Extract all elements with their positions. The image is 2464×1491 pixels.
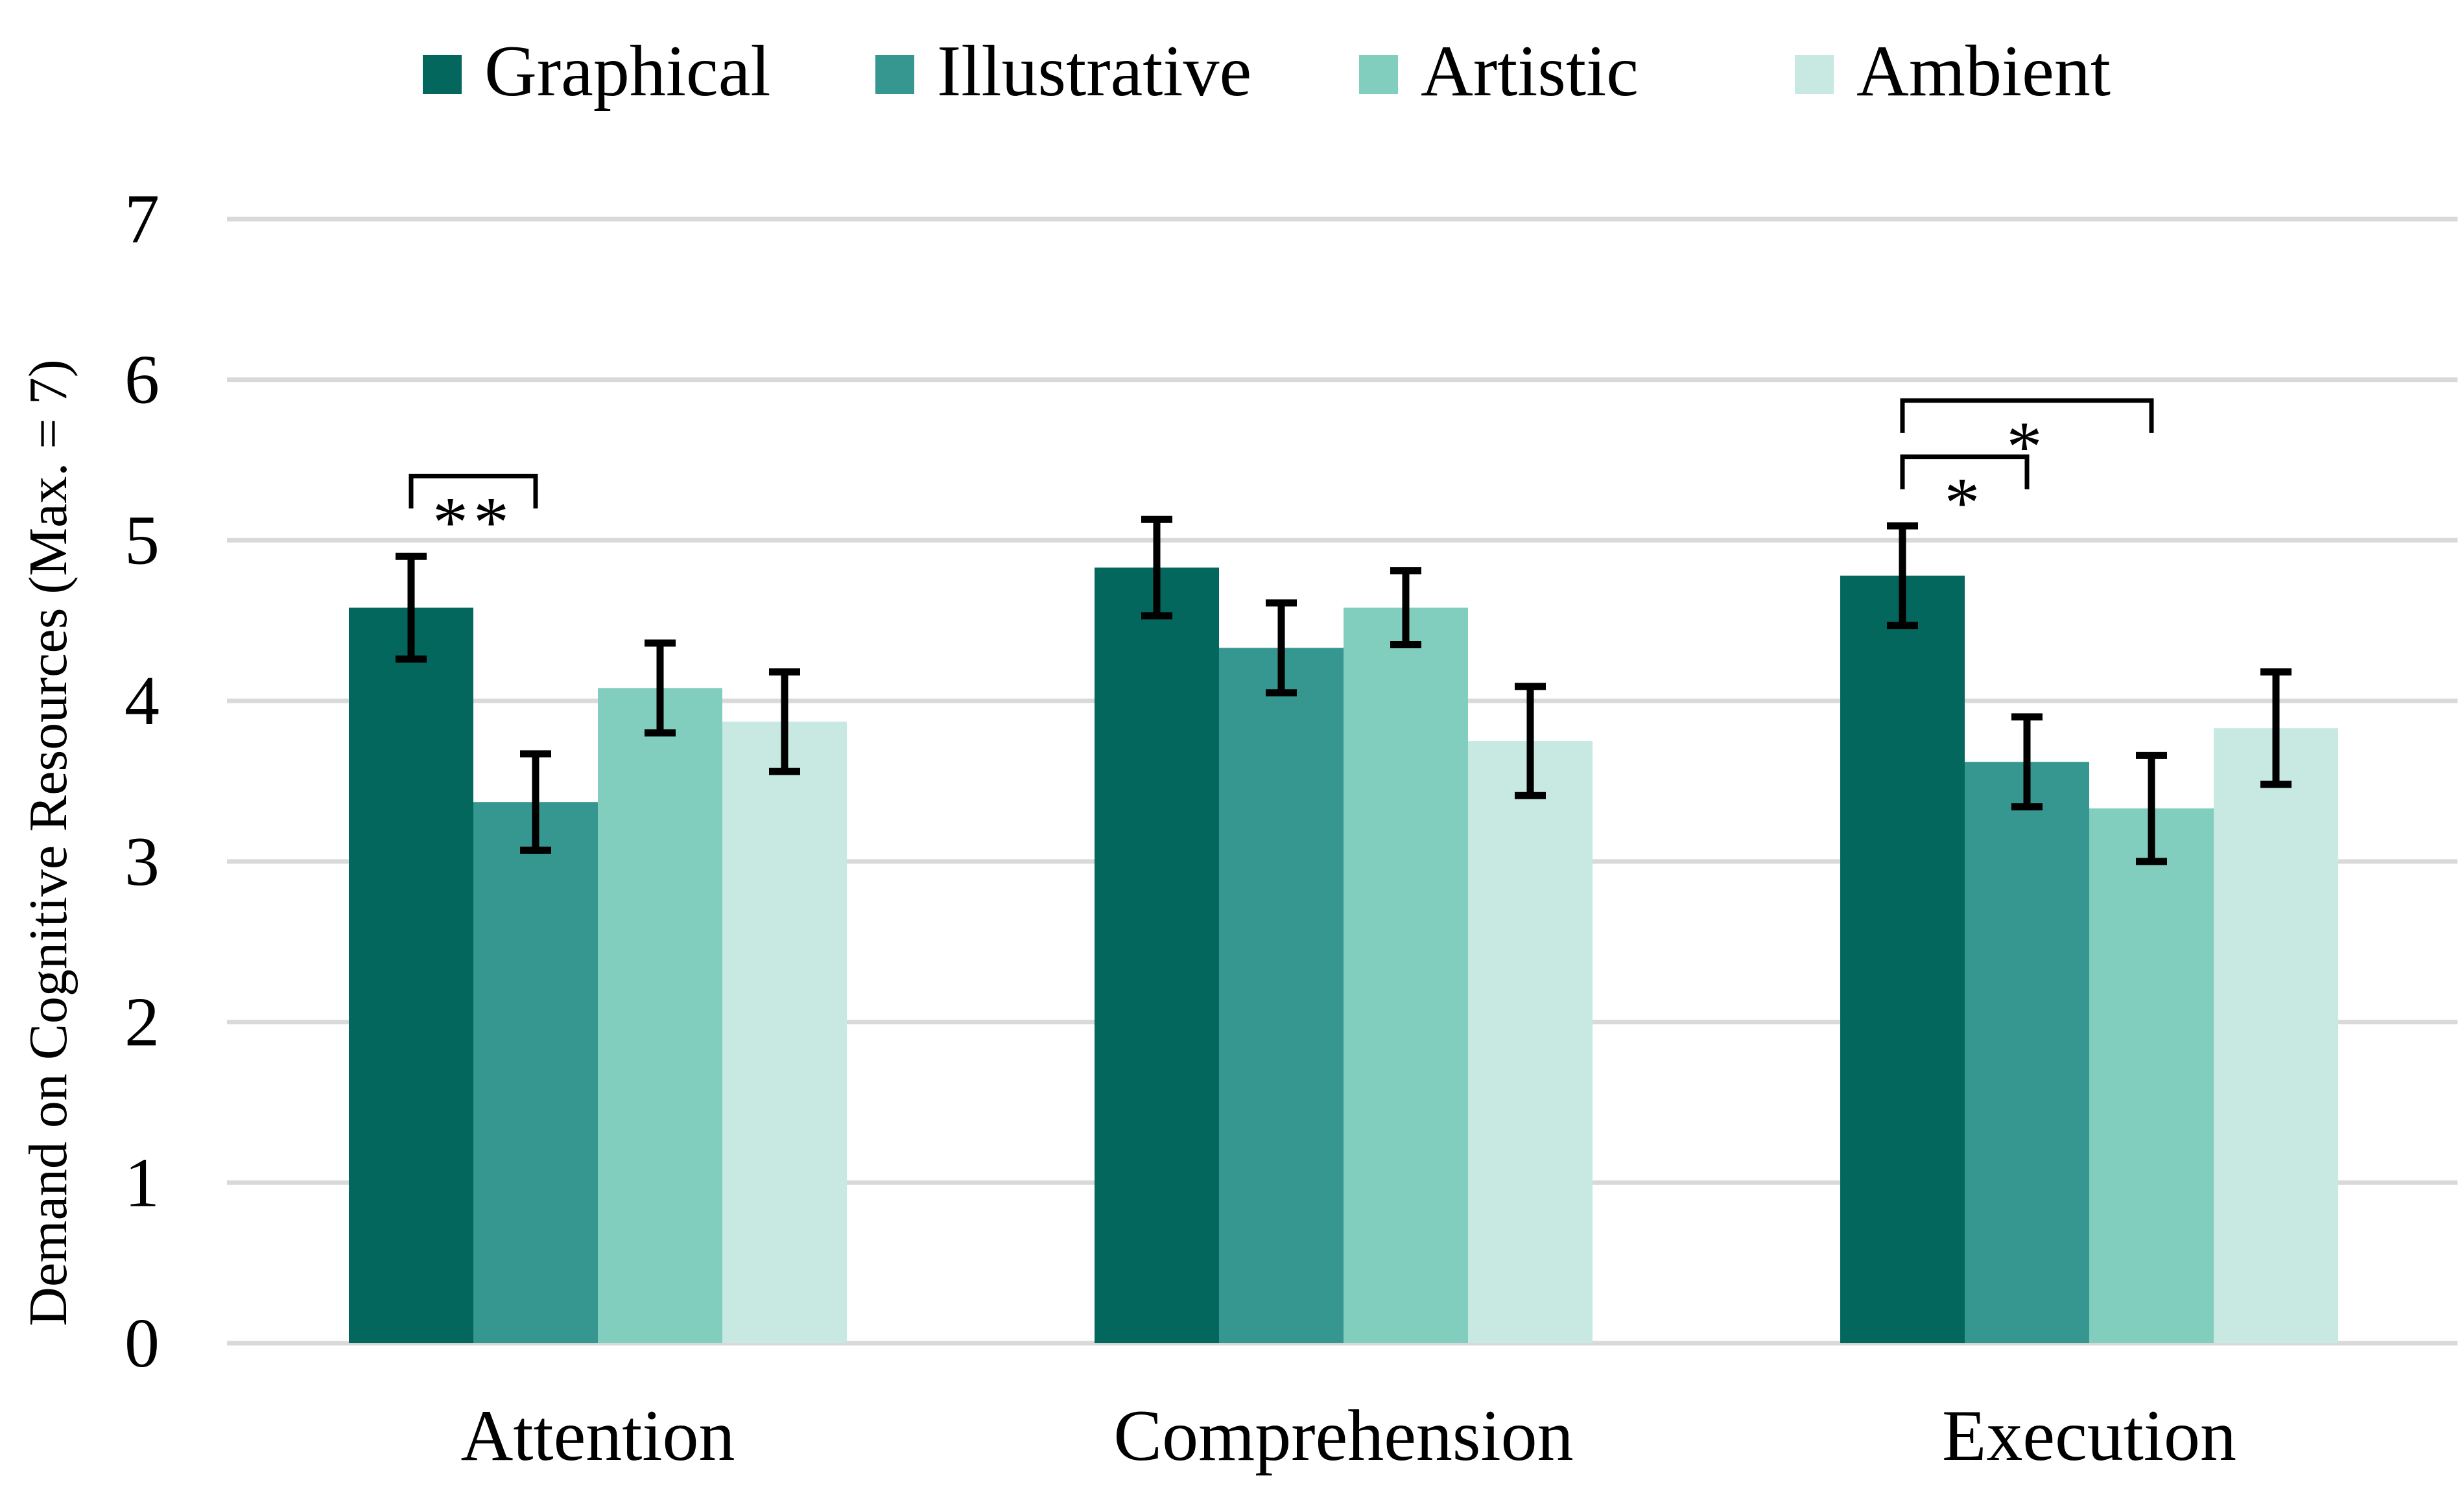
bar-artistic-attention [598,688,722,1343]
bars [349,567,2338,1344]
bar-graphical-execution [1840,575,1965,1343]
bar-artistic-comprehension [1344,607,1468,1344]
bar-ambient-comprehension [1468,741,1593,1343]
error-bar-ambient-execution [2260,668,2292,788]
legend-item-ambient: Ambient [1795,31,2111,112]
x-tick-label-execution: Execution [1942,1396,2236,1476]
legend-item-artistic: Artistic [1359,31,1639,112]
legend-label: Graphical [484,31,771,112]
bar-artistic-execution [2089,808,2214,1343]
error-bar-graphical-execution [1887,522,1918,629]
legend: Graphical Illustrative Artistic Ambient [423,31,2111,112]
significance-label: * [1945,464,1985,543]
significance-label: * [2007,407,2048,486]
legend-swatch [1359,55,1398,94]
y-tick-label: 5 [124,502,160,579]
y-tick-label: 4 [124,663,160,740]
error-bar-artistic-comprehension [1390,567,1421,648]
bar-illustrative-execution [1965,762,2089,1343]
bar-ambient-attention [722,722,847,1343]
error-bar-illustrative-attention [520,750,551,854]
error-bar-artistic-attention [645,639,676,737]
legend-label: Illustrative [937,31,1251,112]
bar-illustrative-comprehension [1219,648,1344,1343]
legend-item-illustrative: Illustrative [875,31,1251,112]
legend-label: Artistic [1421,31,1639,112]
significance-brackets: ** ** [409,398,2154,561]
y-axis-title: Demand on Cognitive Resources (Max. = 7) [18,359,78,1326]
legend-swatch [875,55,914,94]
significance-label: ** [432,482,514,561]
x-tick-label-comprehension: Comprehension [1113,1396,1573,1476]
bar-graphical-attention [349,607,473,1344]
significance-bracket-1: ** [409,473,538,561]
y-tick-label: 7 [124,181,160,258]
x-tick-labels: Attention Comprehension Execution [460,1396,2236,1476]
error-bar-illustrative-comprehension [1266,599,1297,697]
legend-swatch [423,55,462,94]
legend-item-graphical: Graphical [423,31,771,112]
error-bar-ambient-attention [769,668,800,775]
bar-graphical-comprehension [1095,567,1219,1343]
y-tick-label: 3 [124,823,160,900]
y-tick-label: 6 [124,342,160,419]
bar-ambient-execution [2214,728,2338,1343]
error-bar-graphical-comprehension [1141,515,1172,620]
significance-bracket-2: * [1900,454,2030,543]
y-tick-label: 2 [124,984,160,1061]
error-bar-graphical-attention [396,552,427,663]
error-bars [396,515,2292,865]
legend-label: Ambient [1856,31,2111,112]
bar-illustrative-attention [473,802,598,1343]
significance-bracket-3: * [1900,398,2154,486]
error-bar-illustrative-execution [2011,713,2043,811]
error-bar-ambient-comprehension [1515,683,1546,799]
error-bar-artistic-execution [2136,751,2167,865]
y-tick-label: 0 [124,1305,160,1382]
y-tick-labels: 0 1 2 3 4 5 6 7 [124,181,160,1382]
y-tick-label: 1 [124,1144,160,1221]
x-tick-label-attention: Attention [460,1396,735,1476]
legend-swatch [1795,55,1834,94]
